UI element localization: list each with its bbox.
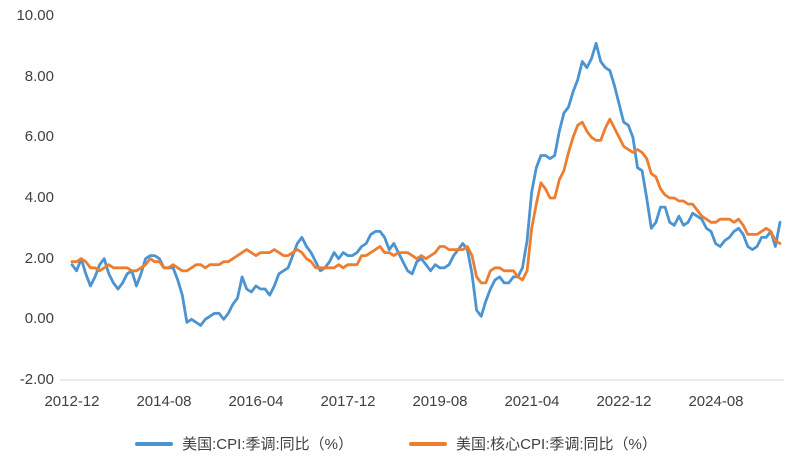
x-tick-label: 2014-08: [136, 393, 192, 410]
x-tick-label: 2021-04: [504, 393, 560, 410]
legend-item-cpi: 美国:CPI:季调:同比（%）: [135, 433, 353, 454]
core-cpi-series-line: [70, 117, 782, 285]
y-tick-label: 0.00: [24, 310, 54, 327]
x-tick-label: 2022-12: [596, 393, 652, 410]
legend-label-core-cpi: 美国:核心CPI:季调:同比（%）: [456, 436, 657, 453]
x-tick-label: 2024-08: [688, 393, 744, 410]
y-tick-label: 4.00: [24, 189, 54, 206]
x-tick-label: 2019-08: [412, 393, 468, 410]
chart-legend: 美国:CPI:季调:同比（%） 美国:核心CPI:季调:同比（%）: [0, 433, 792, 454]
x-tick-label: 2016-04: [228, 393, 284, 410]
cpi-series-line: [70, 41, 782, 327]
x-tick-label: 2012-12: [44, 393, 100, 410]
x-tick-label: 2017-12: [320, 393, 376, 410]
cpi-line-sample: [135, 441, 174, 446]
legend-label-cpi: 美国:CPI:季调:同比（%）: [182, 436, 353, 453]
y-tick-label: 8.00: [24, 68, 54, 85]
y-tick-label: 10.00: [16, 7, 54, 24]
y-tick-label: -2.00: [19, 371, 54, 388]
y-tick-label: 2.00: [24, 250, 54, 267]
core-cpi-line-sample: [409, 441, 447, 446]
legend-item-core-cpi: 美国:核心CPI:季调:同比（%）: [409, 433, 657, 454]
y-tick-label: 6.00: [24, 128, 54, 145]
